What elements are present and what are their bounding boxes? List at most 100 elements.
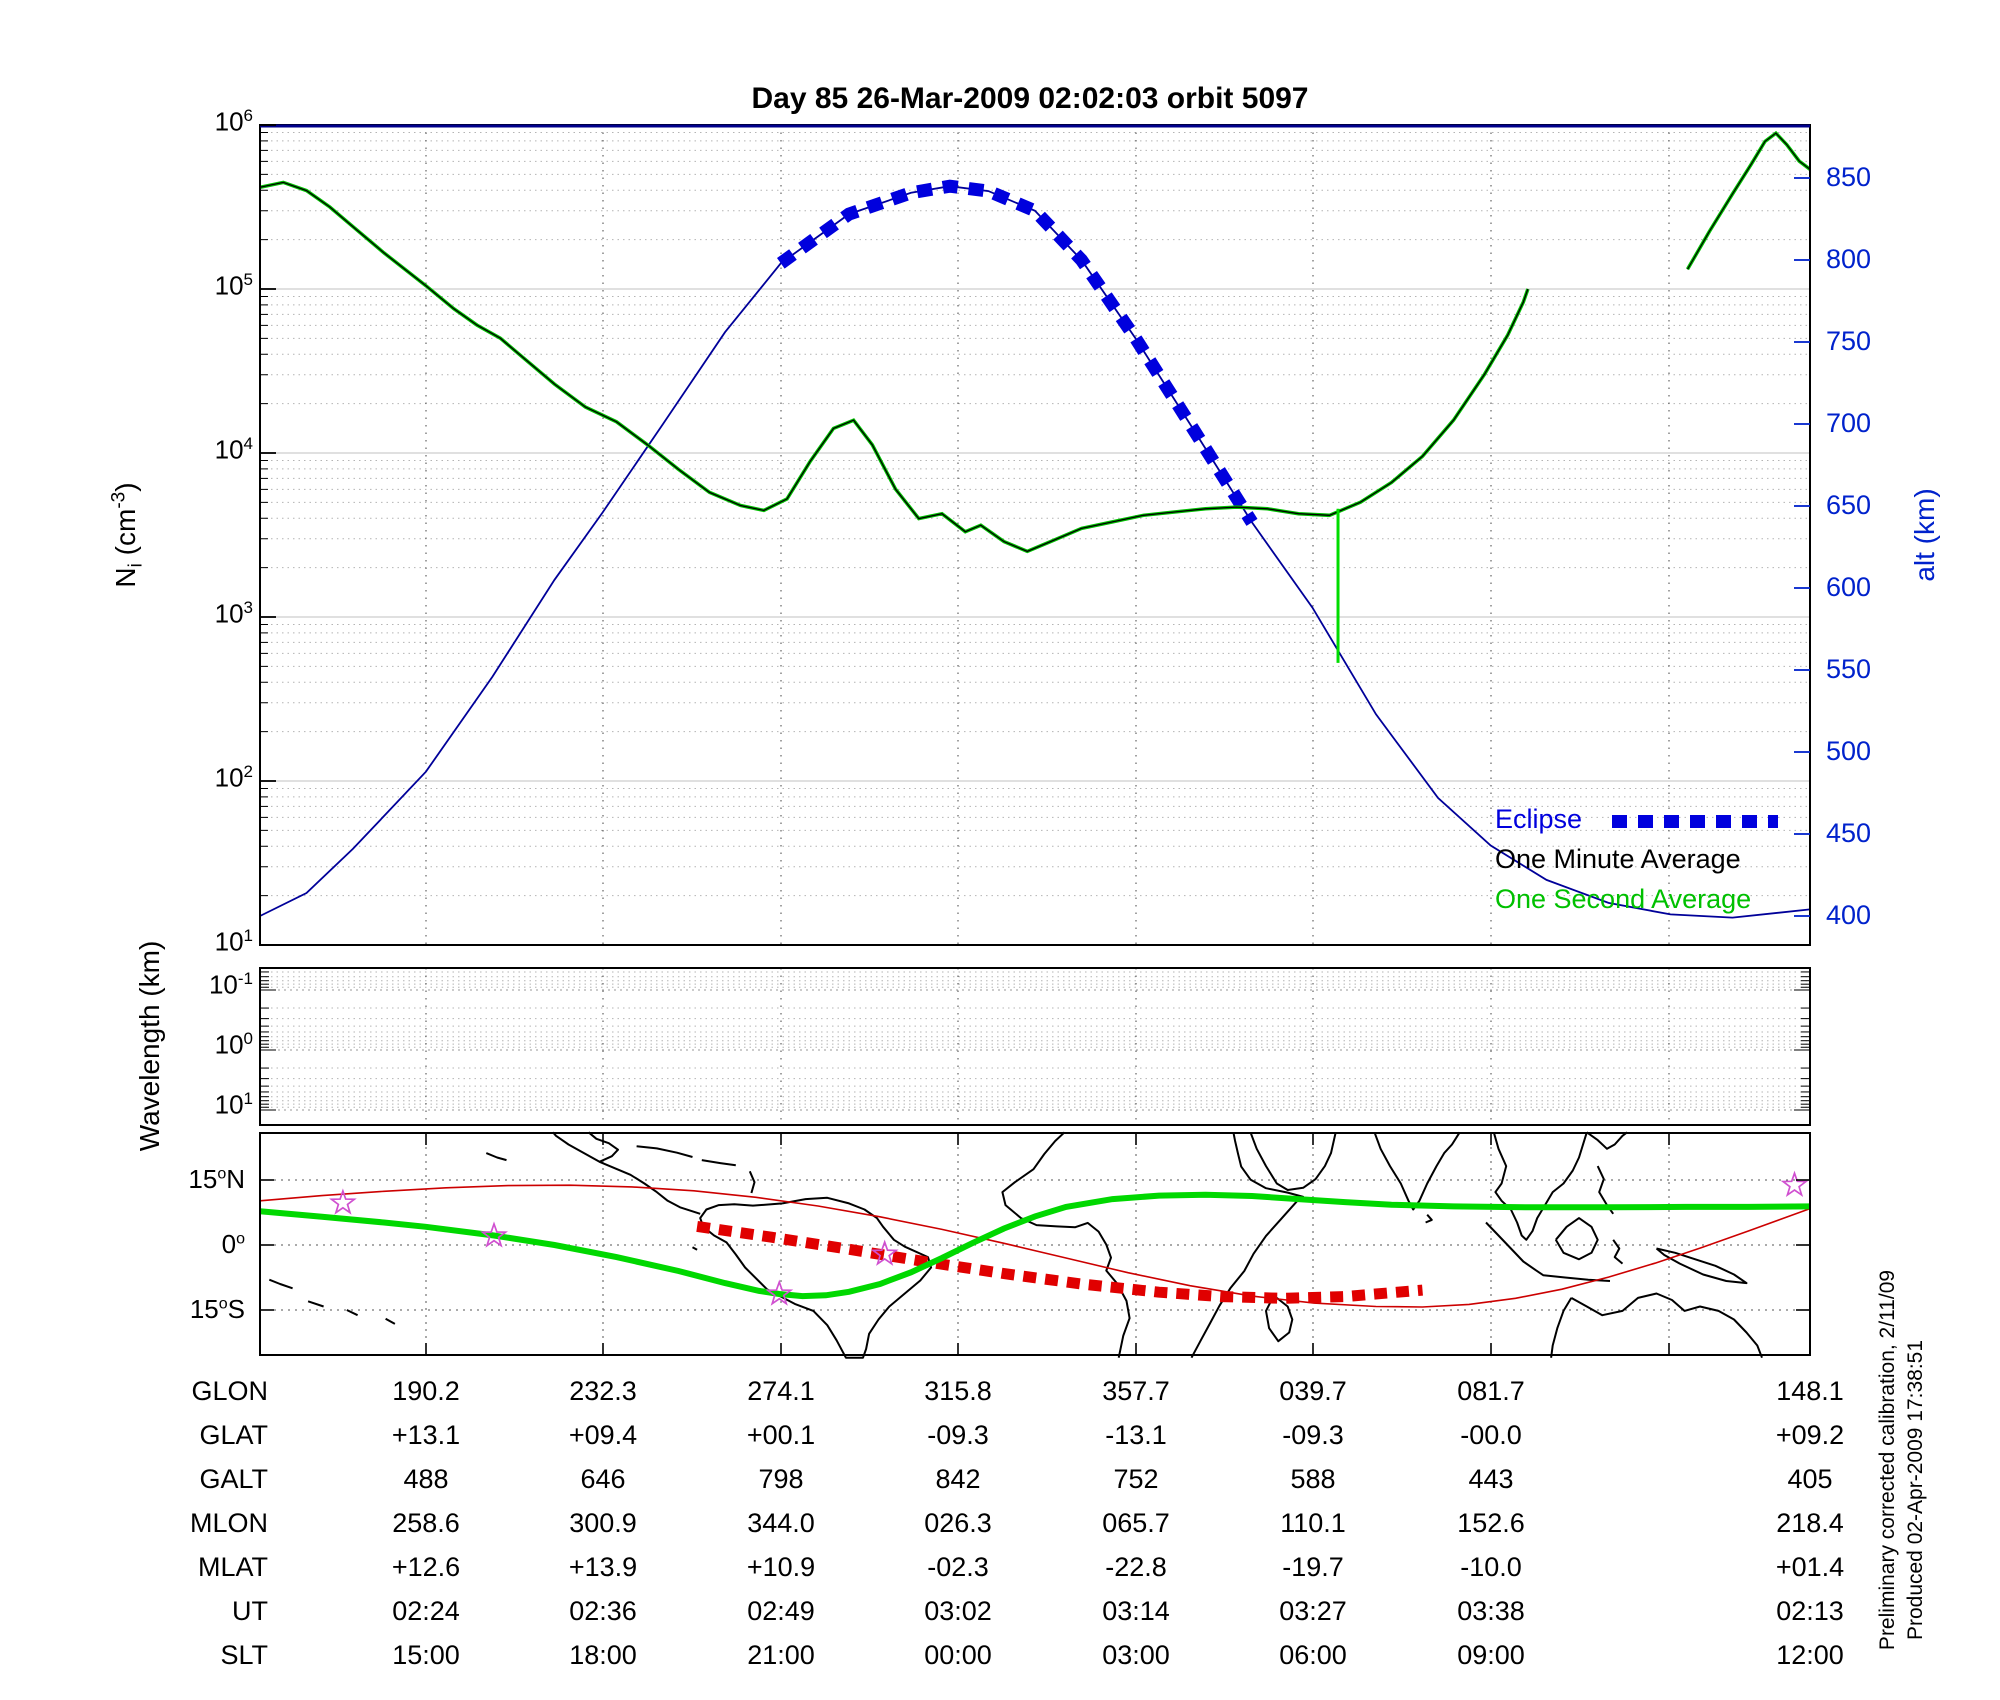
ni-tick-label: 105 — [214, 270, 253, 301]
coastline — [748, 1170, 756, 1194]
coastline — [1612, 1239, 1624, 1265]
legend-label: One Second Average — [1495, 884, 1752, 914]
table-cell: +12.6 — [391, 1552, 461, 1582]
table-cell: -09.3 — [927, 1420, 989, 1450]
alt-tick-label: 700 — [1826, 408, 1872, 438]
detached-segment-black — [1686, 132, 1811, 270]
table-cell: 081.7 — [1457, 1376, 1525, 1406]
table-cell: 03:00 — [1102, 1640, 1170, 1670]
table-cell: 148.1 — [1776, 1376, 1844, 1406]
produced-note: Produced 02-Apr-2009 17:38:51 — [1904, 1339, 1927, 1641]
table-cell: 258.6 — [392, 1508, 460, 1538]
table-cell: 752 — [1113, 1464, 1159, 1494]
coastline — [1373, 1131, 1461, 1211]
table-cell: 03:14 — [1102, 1596, 1170, 1626]
coastline — [1265, 1296, 1294, 1343]
table-cell: 274.1 — [747, 1376, 815, 1406]
alt-tick-label: 750 — [1826, 326, 1872, 356]
table-cell: 357.7 — [1102, 1376, 1170, 1406]
coastline — [1190, 1132, 1305, 1359]
calibration-note: Preliminary corrected calibration, 2/11/… — [1876, 1269, 1899, 1651]
table-cell: 315.8 — [924, 1376, 992, 1406]
table-cell: +10.9 — [746, 1552, 816, 1582]
table-cell: -10.0 — [1460, 1552, 1522, 1582]
table-cell: 443 — [1468, 1464, 1514, 1494]
coastline — [1550, 1297, 1573, 1358]
coastline — [485, 1152, 507, 1162]
coastline — [1554, 1217, 1599, 1261]
eclipse-dashes — [776, 179, 1258, 526]
table-cell: 15:00 — [392, 1640, 460, 1670]
table-cell: 405 — [1787, 1464, 1833, 1494]
star-marker — [480, 1221, 508, 1248]
wavelength-tick-label: 101 — [214, 1089, 253, 1120]
coastline — [346, 1309, 359, 1317]
map-lat-label: 15oS — [189, 1294, 245, 1324]
coastline — [1485, 1221, 1611, 1282]
table-cell: 039.7 — [1279, 1376, 1347, 1406]
wavelength-tick-label: 100 — [214, 1029, 253, 1060]
alt-tick-label: 550 — [1826, 654, 1872, 684]
legend-row: Eclipse — [1495, 804, 1778, 844]
table-cell: 03:02 — [924, 1596, 992, 1626]
coastline — [307, 1300, 324, 1308]
table-cell: 232.3 — [569, 1376, 637, 1406]
coastline — [636, 1145, 693, 1158]
table-cell: -19.7 — [1282, 1552, 1344, 1582]
ni-tick-label: 103 — [214, 598, 253, 629]
eclipse-ground-track — [696, 1220, 1423, 1304]
alt-tick-label: 400 — [1826, 900, 1872, 930]
table-cell: 026.3 — [924, 1508, 992, 1538]
coastline — [1492, 1132, 1588, 1241]
coastline — [385, 1317, 396, 1325]
table-cell: +00.1 — [746, 1420, 816, 1450]
density-curve-green — [259, 180, 1530, 554]
legend-label: One Minute Average — [1495, 844, 1741, 874]
star-marker — [1780, 1170, 1809, 1197]
alt-tick-label: 850 — [1826, 162, 1872, 192]
table-cell: 03:27 — [1279, 1596, 1347, 1626]
table-cell: +13.1 — [391, 1420, 461, 1450]
detached-segment-green — [1685, 130, 1812, 271]
table-row-label: SLT — [220, 1640, 268, 1670]
table-cell: +01.4 — [1775, 1552, 1845, 1582]
map-lat-label: 0o — [221, 1229, 245, 1259]
alt-tick-label: 600 — [1826, 572, 1872, 602]
coastline — [1586, 1131, 1628, 1150]
magnetic-equator — [259, 1184, 1811, 1308]
star-marker — [765, 1279, 794, 1306]
map-border — [259, 1132, 1811, 1356]
ni-tick-label: 104 — [214, 434, 253, 465]
table-cell: -22.8 — [1105, 1552, 1167, 1582]
table-cell: 065.7 — [1102, 1508, 1170, 1538]
alt-tick-label: 800 — [1826, 244, 1872, 274]
coastline — [699, 1196, 933, 1359]
table-row-label: GLON — [191, 1376, 268, 1406]
table-cell: 09:00 — [1457, 1640, 1525, 1670]
legend-label: Eclipse — [1495, 804, 1583, 834]
table-cell: -13.1 — [1105, 1420, 1167, 1450]
table-cell: 02:49 — [747, 1596, 815, 1626]
table-cell: 12:00 — [1776, 1640, 1844, 1670]
coastline — [1249, 1131, 1337, 1191]
star-marker — [328, 1188, 357, 1215]
wavelength-tick-label: 10-1 — [208, 969, 253, 1000]
table-cell: +09.2 — [1775, 1420, 1845, 1450]
table-cell: 588 — [1290, 1464, 1336, 1494]
coastline — [1001, 1131, 1131, 1358]
table-cell: -09.3 — [1282, 1420, 1344, 1450]
alt-tick-label: 450 — [1826, 818, 1872, 848]
table-cell: +13.9 — [568, 1552, 638, 1582]
legend-row: One Minute Average — [1495, 844, 1751, 884]
coastline — [701, 1159, 736, 1167]
table-cell: 798 — [758, 1464, 804, 1494]
coastline — [1570, 1292, 1763, 1359]
ni-tick-label: 102 — [214, 762, 253, 793]
star-marker — [870, 1239, 899, 1266]
table-cell: 218.4 — [1776, 1508, 1844, 1538]
table-cell: 488 — [403, 1464, 449, 1494]
wavelength-panel-border — [259, 967, 1811, 1126]
ni-tick-label: 101 — [214, 926, 253, 957]
ni-tick-label: 106 — [214, 106, 253, 137]
